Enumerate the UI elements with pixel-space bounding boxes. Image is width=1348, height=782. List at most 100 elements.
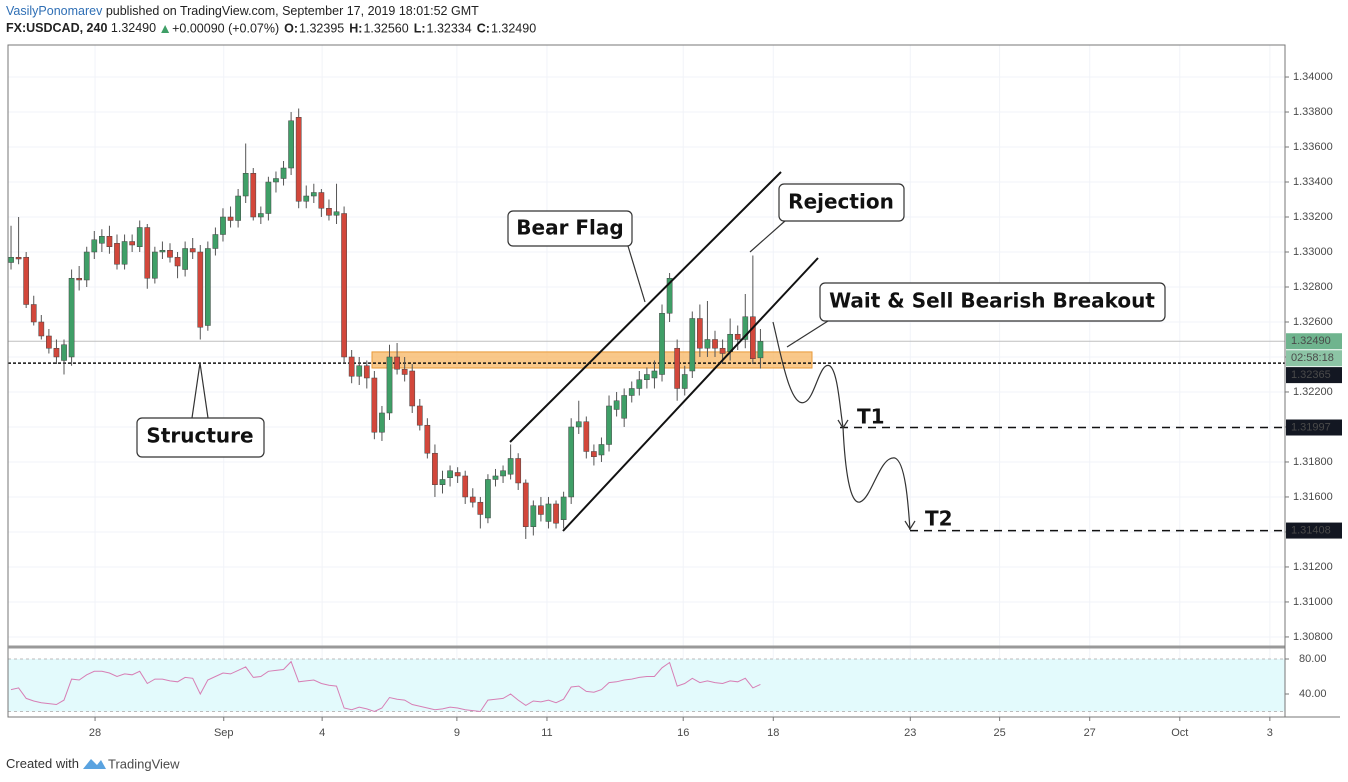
annotation: Rejection [788,190,894,214]
candle-body [129,241,135,246]
candle-body [257,213,264,218]
candle-body [379,412,385,433]
candle-body [61,344,67,361]
candle-body [38,321,45,337]
candle-body [144,227,151,279]
annotation: Wait & Sell Bearish Breakout [829,289,1155,313]
x-tick-label: 28 [89,727,101,739]
candle-body [719,347,726,354]
candle-body [159,249,166,253]
candle-body [621,395,628,419]
x-tick-label: 3 [1267,727,1273,739]
y-tick-label: 1.31800 [1293,456,1333,468]
drawings: Bear Flag Rejection Wait & Sell Bearish … [136,171,1166,532]
candle-body [507,458,514,475]
countdown: 02:58:18 [1291,352,1334,364]
arrow-head [837,419,916,531]
candle-body [212,234,219,249]
y-tick-label: 80.00 [1299,653,1327,665]
candle-body [394,356,400,370]
candle-body [606,405,612,445]
callout-box [778,183,905,222]
candle-body [348,356,355,377]
candle-body [303,195,310,202]
candle-body [492,475,499,480]
candle-body [644,374,650,380]
y-tick-label: 1.31600 [1293,491,1333,503]
change: +0.00090 (+0.07%) [172,21,279,35]
candle-body [462,475,469,498]
candle-body [265,181,272,214]
candle-body [742,316,749,340]
callout-box [819,282,1166,322]
brand[interactable]: TradingView [108,756,180,771]
candle-body [628,388,635,396]
candle-body [363,365,370,379]
callout-pointer [191,362,209,419]
candle-body [8,256,14,263]
candle-body [46,335,52,349]
annotation: T1 [857,405,885,429]
candle-body [697,318,703,349]
candle-body [204,248,211,326]
candle-body [242,173,249,197]
candle-body [681,374,688,389]
header-line: VasilyPonomarev published on TradingView… [6,4,479,18]
candle-body [227,216,234,221]
candle-body [689,318,696,372]
ohlc-key: O: [284,21,298,35]
candle-body [666,277,673,314]
y-tick-label: 1.34000 [1293,71,1333,83]
candle-body [341,213,347,358]
candle-body [522,482,529,527]
x-tick-label: 16 [677,727,689,739]
candle-body [318,192,325,209]
last-price-label: 1.32490 [1291,335,1331,347]
ohlc-key: C: [477,21,490,35]
candle-body [189,248,196,253]
candle-body [30,304,37,323]
candle-body [553,503,559,524]
candle-body [136,227,143,247]
candle-body [53,347,60,358]
y-tick-label: 1.31000 [1293,596,1333,608]
candle-body [477,501,484,515]
candle-body [545,503,552,522]
candle-body [174,256,181,267]
candle-body [167,249,173,258]
candle-body [485,479,491,519]
candle-body [674,347,681,389]
candle-body [598,444,605,456]
ohlc: +0.00090 (+0.07%) O: 1.32395 H: 1.32560 L: 1.3… [161,21,536,35]
candle-body [356,365,363,377]
y-tick-label: 1.32200 [1293,386,1333,398]
candle-body [310,192,317,197]
ohlc-key: H: [349,21,362,35]
candle-body [712,339,718,349]
level-label: 1.32365 [1291,369,1331,381]
level-label: 1.31997 [1291,421,1331,433]
candle-body [401,368,408,375]
x-tick-label: Oct [1171,727,1188,739]
candle-body [530,505,537,527]
callout-pointer [627,245,646,303]
callout-pointer [786,320,829,348]
candle-body [575,421,582,428]
ohlc-value: 1.32395 [299,21,344,35]
up-icon [161,25,170,33]
author[interactable]: VasilyPonomarev [6,4,103,18]
ohlc-value: 1.32490 [491,21,536,35]
ohlc-value: 1.32334 [427,21,472,35]
candle-body [273,178,279,183]
candle-body [560,496,567,520]
candle-body [409,370,416,407]
candle-body [757,340,764,359]
level-label-box [1286,419,1342,436]
candle-body [152,251,158,279]
y-tick-label: 1.30800 [1293,631,1333,643]
candle-body [114,243,120,265]
candle-body [515,458,522,484]
candle-body [651,370,658,379]
